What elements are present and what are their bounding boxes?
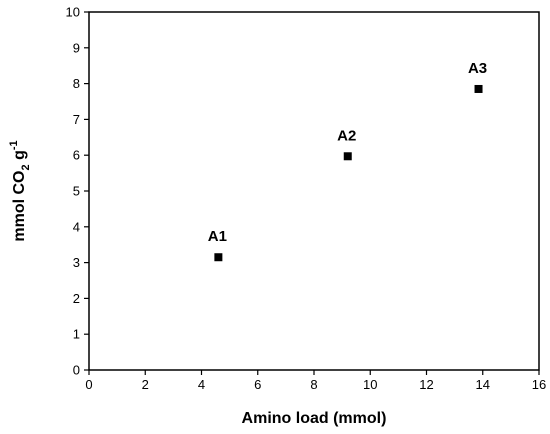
x-tick-label: 0 [85, 377, 92, 392]
y-tick-label: 3 [73, 255, 80, 270]
x-tick-label: 16 [532, 377, 546, 392]
x-tick-label: 12 [419, 377, 433, 392]
x-tick-label: 8 [310, 377, 317, 392]
data-point-label: A3 [468, 60, 487, 77]
y-tick-label: 6 [73, 148, 80, 163]
data-point-marker [214, 253, 223, 262]
x-tick-label: 6 [254, 377, 261, 392]
y-tick-label: 8 [73, 76, 80, 91]
y-tick-label: 0 [73, 363, 80, 378]
x-tick-label: 14 [476, 377, 490, 392]
x-axis-title: Amino load (mmol) [242, 410, 387, 427]
y-axis: 0 1 2 3 4 5 6 7 8 9 10 [66, 5, 89, 378]
y-tick-label: 10 [66, 5, 80, 20]
y-axis-title-unit: g [11, 150, 28, 164]
y-tick-label: 1 [73, 327, 80, 342]
x-axis: 0 2 4 6 8 10 12 14 16 [85, 370, 546, 392]
data-points: A1 A2 A3 [208, 60, 487, 262]
y-axis-title-base: mmol CO [11, 171, 28, 242]
data-point-label: A2 [337, 127, 356, 144]
x-tick-label: 2 [142, 377, 149, 392]
data-point-marker [343, 152, 352, 161]
data-point-label: A1 [208, 228, 227, 245]
y-tick-label: 9 [73, 40, 80, 55]
y-axis-title-superscript: -1 [8, 140, 20, 150]
y-axis-title-subscript: 2 [20, 164, 32, 170]
data-point-marker [474, 84, 483, 93]
y-tick-label: 2 [73, 291, 80, 306]
y-axis-title: mmol CO2 g-1 [8, 140, 32, 241]
x-tick-label: 4 [198, 377, 205, 392]
x-tick-label: 10 [363, 377, 377, 392]
y-tick-label: 7 [73, 112, 80, 127]
y-tick-label: 4 [73, 219, 80, 234]
y-tick-label: 5 [73, 184, 80, 199]
